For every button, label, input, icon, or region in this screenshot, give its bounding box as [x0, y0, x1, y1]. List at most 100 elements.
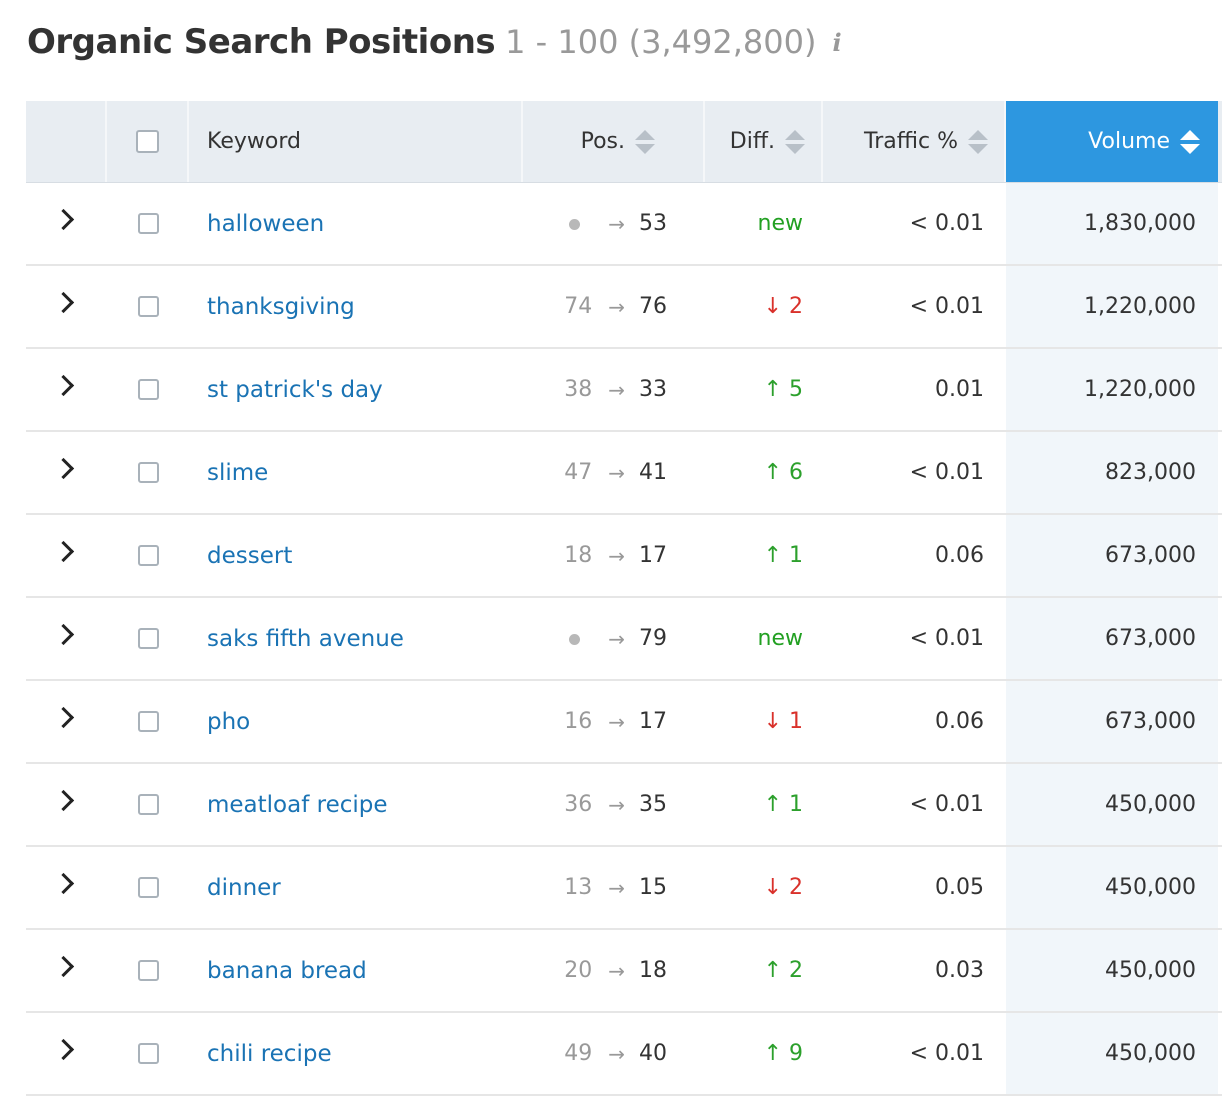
- sort-icon[interactable]: [635, 129, 655, 154]
- chevron-right-icon[interactable]: [52, 872, 75, 895]
- chevron-right-icon[interactable]: [52, 1038, 75, 1061]
- chevron-right-icon[interactable]: [52, 208, 75, 231]
- traffic-value: < 0.01: [909, 792, 984, 817]
- row-checkbox[interactable]: [137, 960, 159, 981]
- row-checkbox[interactable]: [137, 794, 159, 815]
- diff-value: ↑ 6: [763, 460, 803, 485]
- row-checkbox[interactable]: [137, 296, 159, 317]
- chevron-right-icon[interactable]: [52, 955, 75, 978]
- info-icon[interactable]: i: [832, 27, 842, 57]
- arrow-right-icon: →: [608, 1041, 625, 1066]
- sort-icon[interactable]: [1180, 129, 1200, 154]
- chevron-right-icon[interactable]: [52, 291, 75, 314]
- keyword-link[interactable]: st patrick's day: [207, 376, 383, 403]
- keyword-cell: dinner: [189, 847, 523, 928]
- volume-cell: 450,000: [1006, 764, 1218, 845]
- chevron-right-icon[interactable]: [52, 457, 75, 480]
- row-checkbox[interactable]: [137, 877, 159, 898]
- keyword-cell: slime: [189, 432, 523, 513]
- diff-column-header[interactable]: Diff.: [705, 101, 823, 182]
- row-checkbox[interactable]: [137, 1043, 159, 1064]
- chevron-right-icon[interactable]: [52, 623, 75, 646]
- traffic-cell: < 0.01: [823, 432, 1006, 513]
- arrow-right-icon: →: [608, 543, 625, 568]
- keyword-link[interactable]: thanksgiving: [207, 293, 355, 320]
- position-cell: 36 → 35: [523, 764, 705, 845]
- traffic-cell: < 0.01: [823, 183, 1006, 264]
- keyword-link[interactable]: dinner: [207, 874, 281, 901]
- keyword-cell: thanksgiving: [189, 266, 523, 347]
- volume-cell: 1,220,000: [1006, 266, 1218, 347]
- pos-header-label: Pos.: [580, 129, 625, 154]
- diff-cell: ↓ 2: [705, 266, 823, 347]
- previous-position: 38: [564, 377, 593, 402]
- position-cell: → 53: [523, 183, 705, 264]
- volume-value: 673,000: [1105, 709, 1196, 734]
- traffic-value: < 0.01: [909, 1041, 984, 1066]
- diff-value: new: [757, 626, 803, 651]
- keyword-cell: saks fifth avenue: [189, 598, 523, 679]
- traffic-cell: < 0.01: [823, 764, 1006, 845]
- row-checkbox[interactable]: [137, 213, 159, 234]
- select-cell: [107, 847, 189, 928]
- keyword-link[interactable]: slime: [207, 459, 269, 486]
- traffic-value: < 0.01: [909, 460, 984, 485]
- volume-cell: 1,220,000: [1006, 349, 1218, 430]
- expand-cell: [26, 930, 107, 1011]
- select-all-checkbox[interactable]: [135, 130, 159, 153]
- expand-cell: [26, 764, 107, 845]
- sort-icon[interactable]: [785, 129, 805, 154]
- traffic-column-header[interactable]: Traffic %: [823, 101, 1006, 182]
- diff-value: ↓ 2: [763, 294, 803, 319]
- keyword-link[interactable]: dessert: [207, 542, 293, 569]
- current-position: 17: [639, 709, 667, 734]
- keyword-link[interactable]: chili recipe: [207, 1040, 332, 1067]
- row-checkbox[interactable]: [137, 462, 159, 483]
- chevron-right-icon[interactable]: [52, 540, 75, 563]
- chevron-right-icon[interactable]: [52, 789, 75, 812]
- arrow-right-icon: →: [608, 294, 625, 319]
- chevron-right-icon[interactable]: [52, 374, 75, 397]
- expand-cell: [26, 349, 107, 430]
- volume-column-header[interactable]: Volume: [1006, 101, 1218, 182]
- sort-icon[interactable]: [968, 129, 988, 154]
- chevron-right-icon[interactable]: [52, 706, 75, 729]
- keyword-link[interactable]: halloween: [207, 210, 325, 237]
- result-range: 1 - 100 (3,492,800): [505, 23, 817, 61]
- position-cell: 13 → 15: [523, 847, 705, 928]
- diff-value: ↑ 5: [763, 377, 803, 402]
- row-checkbox[interactable]: [137, 545, 159, 566]
- keyword-cell: meatloaf recipe: [189, 764, 523, 845]
- keyword-link[interactable]: banana bread: [207, 957, 367, 984]
- row-checkbox[interactable]: [137, 628, 159, 649]
- diff-value: new: [757, 211, 803, 236]
- current-position: 18: [639, 958, 667, 983]
- select-all-cell: [107, 101, 189, 182]
- diff-value: ↑ 1: [763, 543, 803, 568]
- keyword-cell: halloween: [189, 183, 523, 264]
- row-checkbox[interactable]: [137, 711, 159, 732]
- positions-table: Keyword Pos. Diff. Traffic % Volume hall…: [26, 101, 1222, 1096]
- keyword-link[interactable]: saks fifth avenue: [207, 625, 404, 652]
- keyword-cell: dessert: [189, 515, 523, 596]
- traffic-value: 0.05: [935, 875, 984, 900]
- diff-value: ↑ 9: [763, 1041, 803, 1066]
- current-position: 15: [639, 875, 667, 900]
- volume-cell: 1,830,000: [1006, 183, 1218, 264]
- diff-cell: ↑ 6: [705, 432, 823, 513]
- pos-column-header[interactable]: Pos.: [523, 101, 705, 182]
- row-checkbox[interactable]: [137, 379, 159, 400]
- arrow-right-icon: →: [608, 377, 625, 402]
- select-cell: [107, 598, 189, 679]
- volume-cell: 673,000: [1006, 681, 1218, 762]
- traffic-value: 0.03: [935, 958, 984, 983]
- diff-cell: ↑ 2: [705, 930, 823, 1011]
- diff-cell: ↑ 5: [705, 349, 823, 430]
- keyword-link[interactable]: meatloaf recipe: [207, 791, 388, 818]
- diff-cell: ↑ 1: [705, 764, 823, 845]
- traffic-cell: < 0.01: [823, 266, 1006, 347]
- keyword-link[interactable]: pho: [207, 708, 251, 735]
- table-row: meatloaf recipe 36 → 35 ↑ 1 < 0.01 450,0…: [26, 764, 1222, 847]
- volume-cell: 450,000: [1006, 930, 1218, 1011]
- volume-header-label: Volume: [1088, 129, 1170, 154]
